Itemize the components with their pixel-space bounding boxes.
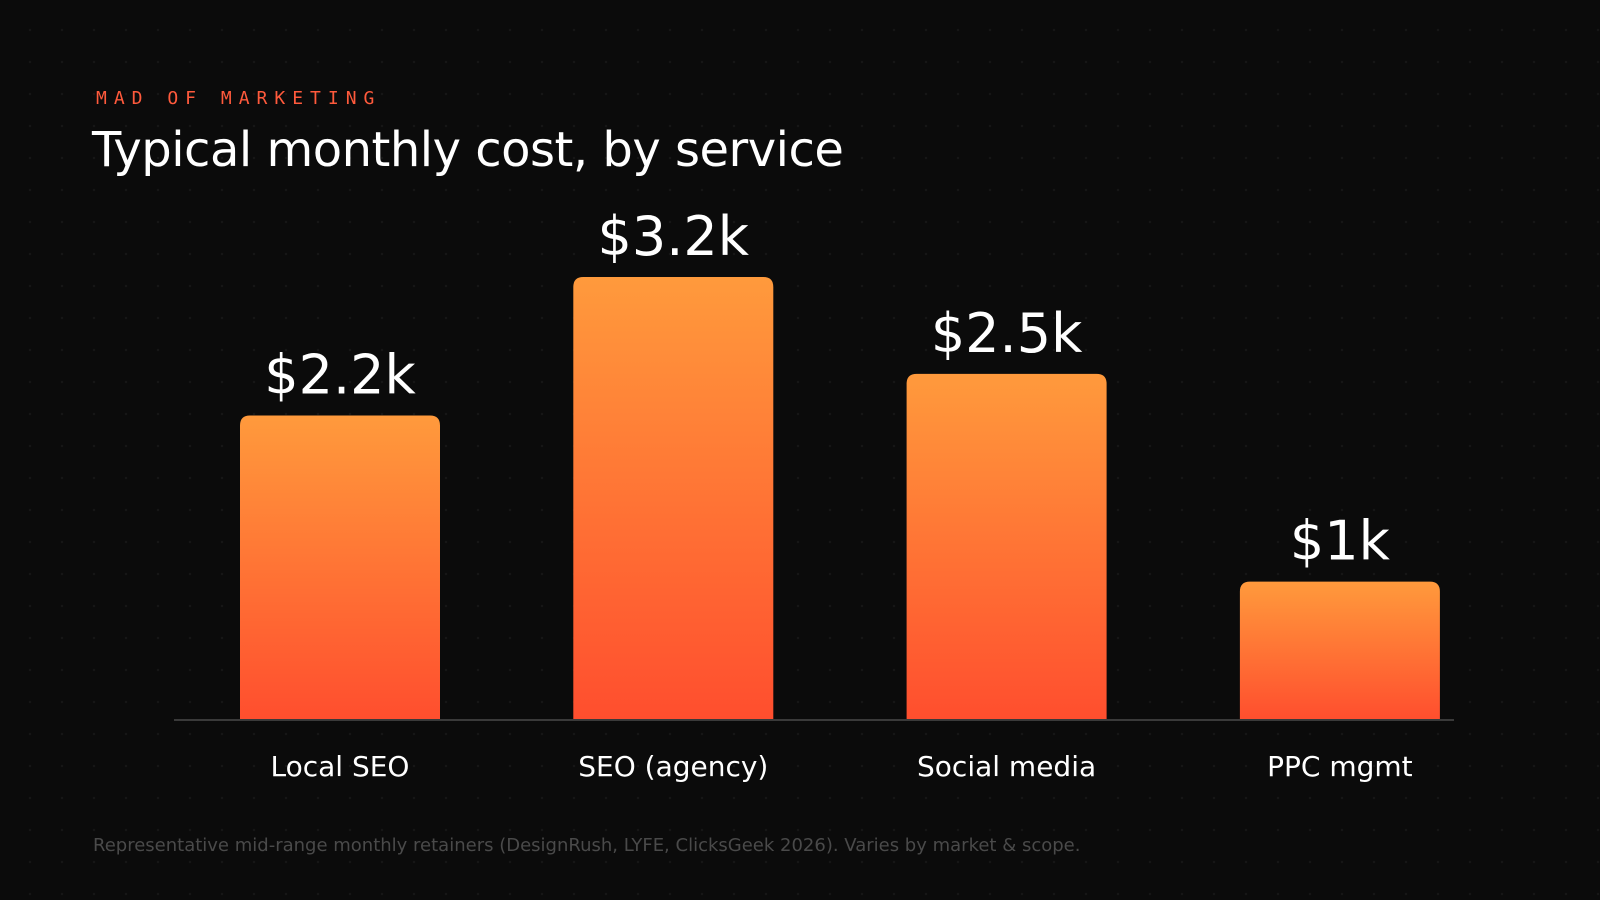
category-label: Local SEO (271, 750, 410, 783)
value-label: $2.2k (264, 343, 416, 406)
value-label: $1k (1290, 510, 1391, 573)
bar-seo-agency (573, 277, 774, 720)
category-label: PPC mgmt (1267, 750, 1413, 783)
category-label: SEO (agency) (578, 750, 768, 783)
bar-local-seo (240, 415, 440, 720)
bar-social-media (906, 373, 1107, 720)
value-label: $2.5k (931, 302, 1083, 365)
bar-ppc-mgmt (1239, 581, 1440, 720)
category-label: Social media (917, 750, 1096, 783)
value-label: $3.2k (598, 205, 750, 268)
source-footnote: Representative mid-range monthly retaine… (93, 835, 1081, 856)
chart-title: Typical monthly cost, by service (92, 122, 844, 178)
brand-label: MAD OF MARKETING (96, 88, 382, 109)
